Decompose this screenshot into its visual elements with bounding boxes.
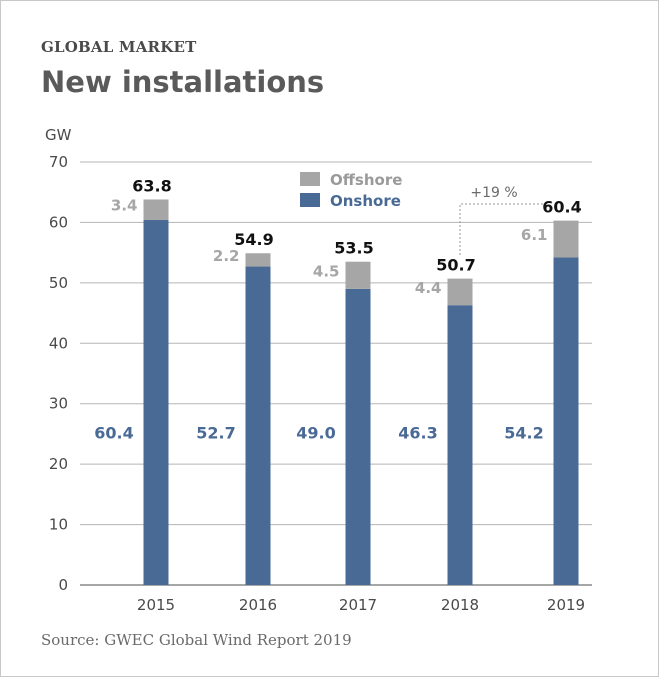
label-onshore: 60.4 <box>94 424 133 443</box>
x-tick-label: 2015 <box>137 596 175 614</box>
y-tick-label: 20 <box>49 455 68 473</box>
bar-onshore <box>245 266 271 585</box>
x-tick-label: 2017 <box>339 596 377 614</box>
chart-kicker: GLOBAL MARKET <box>41 38 197 56</box>
bar-onshore <box>447 305 473 585</box>
bar-onshore <box>345 288 371 585</box>
label-total: 53.5 <box>334 239 373 258</box>
bar-onshore <box>553 257 579 585</box>
y-tick-label: 60 <box>49 213 68 231</box>
y-tick-label: 40 <box>49 334 68 352</box>
x-tick-label: 2018 <box>441 596 479 614</box>
bar-offshore <box>447 278 473 306</box>
label-onshore: 46.3 <box>398 424 437 443</box>
bar-offshore <box>245 253 271 267</box>
annotation-growth: +19 % <box>470 185 517 201</box>
legend-swatch-onshore <box>300 193 320 207</box>
bar-offshore <box>143 199 169 221</box>
y-tick-label: 50 <box>49 274 68 292</box>
y-tick-label: 70 <box>49 153 68 171</box>
label-offshore: 2.2 <box>213 247 240 265</box>
legend-label-onshore: Onshore <box>330 192 401 210</box>
annotation-bracket <box>459 203 544 255</box>
label-offshore: 4.5 <box>313 262 340 280</box>
x-tick-label: 2019 <box>547 596 585 614</box>
label-total: 63.8 <box>132 176 171 195</box>
y-tick-label: 10 <box>49 516 68 534</box>
chart-source: Source: GWEC Global Wind Report 2019 <box>41 631 352 649</box>
x-tick-label: 2016 <box>239 596 277 614</box>
y-tick-label: 0 <box>58 576 68 594</box>
label-offshore: 4.4 <box>415 279 442 297</box>
y-tick-label: 30 <box>49 395 68 413</box>
label-offshore: 6.1 <box>521 226 548 244</box>
bar-onshore <box>143 220 169 586</box>
y-axis-label: GW <box>45 126 72 144</box>
legend-swatch-offshore <box>300 172 320 186</box>
label-offshore: 3.4 <box>111 197 138 215</box>
label-total: 54.9 <box>234 230 273 249</box>
label-onshore: 52.7 <box>196 424 235 443</box>
legend-label-offshore: Offshore <box>330 171 402 189</box>
label-total: 60.4 <box>542 198 581 217</box>
label-onshore: 49.0 <box>296 424 335 443</box>
chart-title: New installations <box>41 65 325 99</box>
label-onshore: 54.2 <box>504 424 543 443</box>
label-total: 50.7 <box>436 256 475 275</box>
bar-offshore <box>553 220 579 258</box>
bar-offshore <box>345 261 371 289</box>
